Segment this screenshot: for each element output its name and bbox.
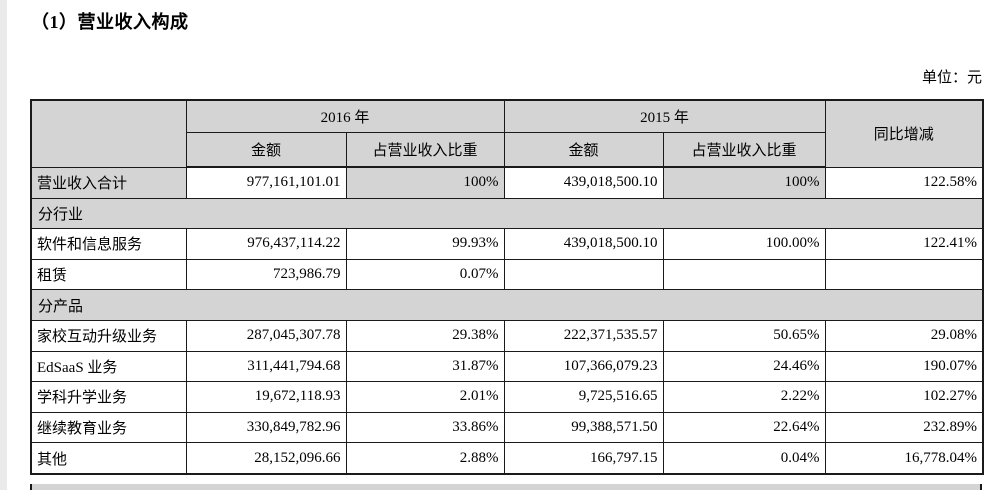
ratio-2015 — [662, 258, 826, 291]
amount-2016: 330,849,782.96 — [185, 411, 347, 444]
table-row-subject-advancement: 学科升学业务 19,672,118.93 2.01% 9,725,516.65 … — [30, 381, 984, 413]
amount-2016: 977,161,101.01 — [185, 166, 347, 199]
ratio-2015: 22.64% — [662, 411, 826, 444]
table-header-row-metrics: 金额 占营业收入比重 金额 占营业收入比重 — [31, 132, 983, 168]
section-label: 分产品 — [30, 289, 984, 321]
row-label: 其他 — [30, 442, 187, 475]
table-row-other: 其他 28,152,096.66 2.88% 166,797.15 0.04% … — [30, 442, 984, 475]
amount-2015: 222,371,535.57 — [503, 319, 664, 352]
ratio-2015: 100.00% — [662, 228, 826, 260]
section-label: 分行业 — [30, 197, 984, 230]
ratio-2016: 31.87% — [345, 350, 505, 383]
header-amount-2015: 金额 — [503, 132, 664, 168]
ratio-2016: 33.86% — [345, 411, 505, 444]
yoy-value: 16,778.04% — [824, 442, 984, 475]
amount-2016: 723,986.79 — [185, 258, 347, 291]
amount-2015: 166,797.15 — [503, 442, 664, 475]
amount-2016: 976,437,114.22 — [185, 228, 347, 260]
table-row-home-school: 家校互动升级业务 287,045,307.78 29.38% 222,371,5… — [30, 319, 984, 352]
section-row-by-product: 分产品 — [30, 289, 984, 321]
table-row-total: 营业收入合计 977,161,101.01 100% 439,018,500.1… — [30, 166, 984, 199]
ratio-2016: 29.38% — [345, 319, 505, 352]
amount-2016: 311,441,794.68 — [185, 350, 347, 383]
partial-next-row — [30, 484, 982, 490]
unit-note: 单位：元 — [921, 70, 982, 86]
row-label: EdSaaS 业务 — [30, 350, 187, 383]
ratio-2015: 0.04% — [662, 442, 826, 475]
yoy-value — [824, 258, 984, 291]
yoy-value: 122.41% — [824, 228, 984, 260]
row-label: 家校互动升级业务 — [30, 319, 187, 352]
row-label: 学科升学业务 — [30, 381, 187, 413]
header-year-2016: 2016 年 — [185, 99, 505, 133]
yoy-value: 122.58% — [824, 166, 984, 199]
amount-2015: 99,388,571.50 — [503, 411, 664, 444]
row-label: 继续教育业务 — [30, 411, 187, 444]
row-label: 租赁 — [30, 258, 187, 291]
amount-2015: 107,366,079.23 — [503, 350, 664, 383]
ratio-2016: 100% — [345, 166, 505, 199]
header-yoy: 同比增减 — [824, 99, 984, 168]
yoy-value: 190.07% — [824, 350, 984, 383]
row-label: 软件和信息服务 — [30, 228, 187, 260]
amount-2015: 439,018,500.10 — [503, 166, 664, 199]
yoy-value: 232.89% — [824, 411, 984, 444]
section-row-by-industry: 分行业 — [30, 197, 984, 230]
row-label: 营业收入合计 — [30, 166, 187, 199]
amount-2015 — [503, 258, 664, 291]
header-ratio-2015: 占营业收入比重 — [662, 132, 826, 168]
ratio-2015: 50.65% — [662, 319, 826, 352]
table-row-edsaas: EdSaaS 业务 311,441,794.68 31.87% 107,366,… — [30, 350, 984, 383]
ratio-2015: 2.22% — [662, 381, 826, 413]
amount-2015: 9,725,516.65 — [503, 381, 664, 413]
ratio-2016: 2.88% — [345, 442, 505, 475]
table-row-continuing-education: 继续教育业务 330,849,782.96 33.86% 99,388,571.… — [30, 411, 984, 444]
yoy-value: 102.27% — [824, 381, 984, 413]
header-year-2015: 2015 年 — [503, 99, 826, 133]
ratio-2015: 100% — [662, 166, 826, 199]
yoy-value: 29.08% — [824, 319, 984, 352]
table-header-row-years: 2016 年 2015 年 同比增减 — [30, 99, 984, 168]
section-title: （1）营业收入构成 — [31, 12, 189, 32]
header-blank-cell — [30, 99, 187, 168]
ratio-2016: 99.93% — [345, 228, 505, 260]
page-edge-shadow — [0, 0, 7, 490]
amount-2016: 28,152,096.66 — [185, 442, 347, 475]
ratio-2016: 2.01% — [345, 381, 505, 413]
header-ratio-2016: 占营业收入比重 — [345, 132, 505, 168]
ratio-2016: 0.07% — [345, 258, 505, 291]
amount-2015: 439,018,500.10 — [503, 228, 664, 260]
revenue-composition-table: 2016 年 2015 年 同比增减 金额 占营业收入比重 金额 占营业收入比重… — [30, 99, 985, 475]
header-amount-2016: 金额 — [185, 132, 347, 168]
amount-2016: 287,045,307.78 — [185, 319, 347, 352]
amount-2016: 19,672,118.93 — [185, 381, 347, 413]
ratio-2015: 24.46% — [662, 350, 826, 383]
table-row-software: 软件和信息服务 976,437,114.22 99.93% 439,018,50… — [30, 228, 984, 260]
table-row-leasing: 租赁 723,986.79 0.07% — [30, 258, 984, 291]
